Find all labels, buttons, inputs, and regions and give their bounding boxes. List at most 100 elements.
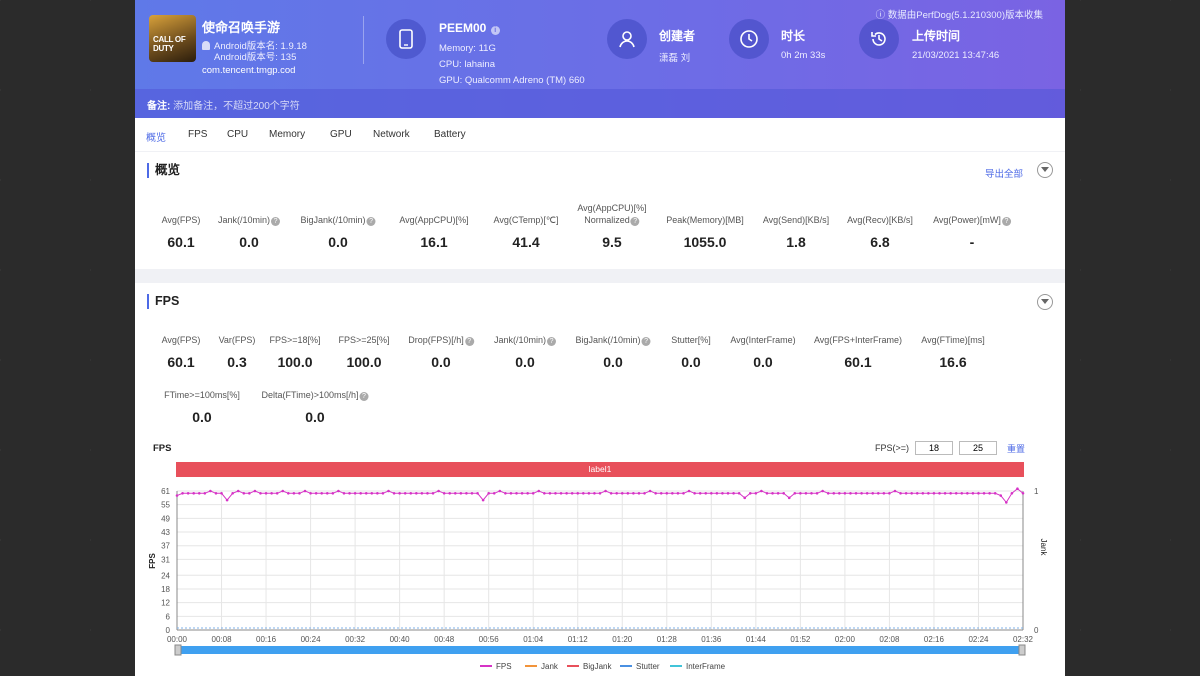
fps-threshold-controls: FPS(>=) 重置 xyxy=(875,441,1025,455)
fps-point xyxy=(910,491,913,495)
fps-point xyxy=(554,491,557,495)
fps-point xyxy=(648,489,652,493)
help-icon[interactable]: ? xyxy=(366,217,376,226)
fps-point xyxy=(236,489,240,493)
game-icon: CALL OF DUTY xyxy=(149,15,196,62)
tab-battery[interactable]: Battery xyxy=(434,129,466,140)
fps-point xyxy=(671,491,674,495)
fps-collapse-button[interactable] xyxy=(1037,294,1053,310)
metric-label: Avg(AppCPU)[%] xyxy=(399,214,468,226)
overview-collapse-button[interactable] xyxy=(1037,162,1053,178)
fps-point xyxy=(682,491,685,495)
fps-point xyxy=(459,491,463,495)
tab-memory[interactable]: Memory xyxy=(269,129,306,140)
metric-label: Avg(InterFrame) xyxy=(730,334,795,346)
note-bar[interactable]: 备注: 添加备注，不超过200个字符 xyxy=(135,89,1065,118)
x-tick-label: 01:52 xyxy=(790,635,811,644)
help-icon[interactable]: ? xyxy=(630,217,640,226)
tab-cpu[interactable]: CPU xyxy=(227,129,249,140)
fps-point xyxy=(370,491,374,495)
duration-value: 0h 2m 33s xyxy=(781,50,826,61)
reset-button[interactable]: 重置 xyxy=(1006,443,1025,454)
fps-metric: FPS>=18[%] 100.0 xyxy=(269,334,320,370)
metric-value: 60.1 xyxy=(844,354,872,370)
metric-label-text: FPS>=25[%] xyxy=(338,335,390,345)
metric-value: 9.5 xyxy=(602,234,622,250)
fps-point xyxy=(609,491,613,495)
label-bar[interactable]: label1 xyxy=(176,462,1024,477)
metric-label: Avg(CTemp)[℃] xyxy=(494,214,559,226)
note-label: 备注: xyxy=(147,101,171,112)
fps-point xyxy=(559,491,563,495)
chevron-down-icon xyxy=(1041,299,1049,304)
help-icon[interactable]: ? xyxy=(641,337,651,346)
fps-point xyxy=(325,491,329,495)
fps-point xyxy=(932,491,936,495)
legend-label: FPS xyxy=(496,662,512,671)
fps-point xyxy=(465,491,468,495)
fps-point xyxy=(966,491,969,495)
collected-by-text: 数据由PerfDog(5.1.210300)版本收集 xyxy=(887,10,1043,21)
metric-label: FPS>=18[%] xyxy=(269,334,320,346)
fps-point xyxy=(197,491,201,495)
y2-axis-label: Jank xyxy=(1039,539,1048,557)
fps-point xyxy=(303,489,307,493)
metric-label: Delta(FTime)>100ms[/h]? xyxy=(262,389,369,401)
fps-point xyxy=(275,491,279,495)
fps-chart[interactable]: 00:00 00:08 00:16 00:24 00:32 00:40 00:48 00:56… xyxy=(135,479,1065,676)
fps-point xyxy=(331,491,335,495)
metric-value: 60.1 xyxy=(167,234,195,250)
fps-point xyxy=(787,496,791,500)
fps-point xyxy=(515,491,518,495)
help-icon[interactable]: ? xyxy=(1001,217,1011,226)
y-tick-label: 61 xyxy=(161,487,170,496)
tab-fps[interactable]: FPS xyxy=(188,129,208,140)
metric-label-line: Avg(AppCPU)[%] xyxy=(577,203,647,213)
metric-value: 0.0 xyxy=(603,354,623,370)
metric-label-line: Normalized? xyxy=(577,214,646,226)
header-divider xyxy=(363,16,364,64)
fps-point xyxy=(938,491,941,495)
help-icon[interactable]: ? xyxy=(464,337,474,346)
y-tick-label: 43 xyxy=(161,528,170,537)
fps-point xyxy=(799,491,802,495)
tab-gpu[interactable]: GPU xyxy=(330,129,352,140)
fps-threshold-2-input[interactable] xyxy=(958,441,997,455)
slider-handle-left xyxy=(174,644,182,656)
fps-point xyxy=(732,491,735,495)
fps-point xyxy=(264,491,268,495)
info-icon[interactable]: i xyxy=(490,26,500,35)
overview-metric: Avg(FPS) 60.1 xyxy=(162,214,201,250)
fps-point xyxy=(949,491,952,495)
fps-metric: Avg(FPS) 60.1 xyxy=(162,334,201,370)
fps-point xyxy=(214,491,218,495)
fps-point xyxy=(693,491,696,495)
fps-point xyxy=(871,491,875,495)
x-tick-label: 00:48 xyxy=(434,635,455,644)
package-name: com.tencent.tmgp.cod xyxy=(202,65,296,76)
legend-label: InterFrame xyxy=(686,662,726,671)
help-icon[interactable]: ? xyxy=(359,392,369,401)
fps-point xyxy=(181,491,184,495)
fps-point xyxy=(342,491,346,495)
fps-point xyxy=(665,491,669,495)
help-icon[interactable]: ? xyxy=(271,217,281,226)
fps-point xyxy=(865,491,869,495)
fps-point xyxy=(915,491,919,495)
overview-metric: Avg(Recv)[KB/s] 6.8 xyxy=(847,214,913,250)
fps-threshold-1-input[interactable] xyxy=(914,441,953,455)
help-icon[interactable]: ? xyxy=(547,337,557,346)
export-all-button[interactable]: 导出全部 xyxy=(984,169,1023,180)
legend-label: Jank xyxy=(541,662,559,671)
fps-point xyxy=(203,491,207,495)
metric-label-text: Avg(Send)[KB/s] xyxy=(762,215,830,225)
tab-overview[interactable]: 概览 xyxy=(146,133,166,144)
overview-metric: Jank(/10min)? 0.0 xyxy=(218,214,281,250)
metric-label-text: Avg(FTime)[ms] xyxy=(921,335,985,345)
fps-point xyxy=(838,491,841,495)
tab-network[interactable]: Network xyxy=(373,129,410,140)
note-input[interactable]: 添加备注，不超过200个字符 xyxy=(173,101,300,112)
metric-label: BigJank(/10min)? xyxy=(575,334,651,346)
fps-point xyxy=(882,491,886,495)
fps-point xyxy=(476,491,479,495)
